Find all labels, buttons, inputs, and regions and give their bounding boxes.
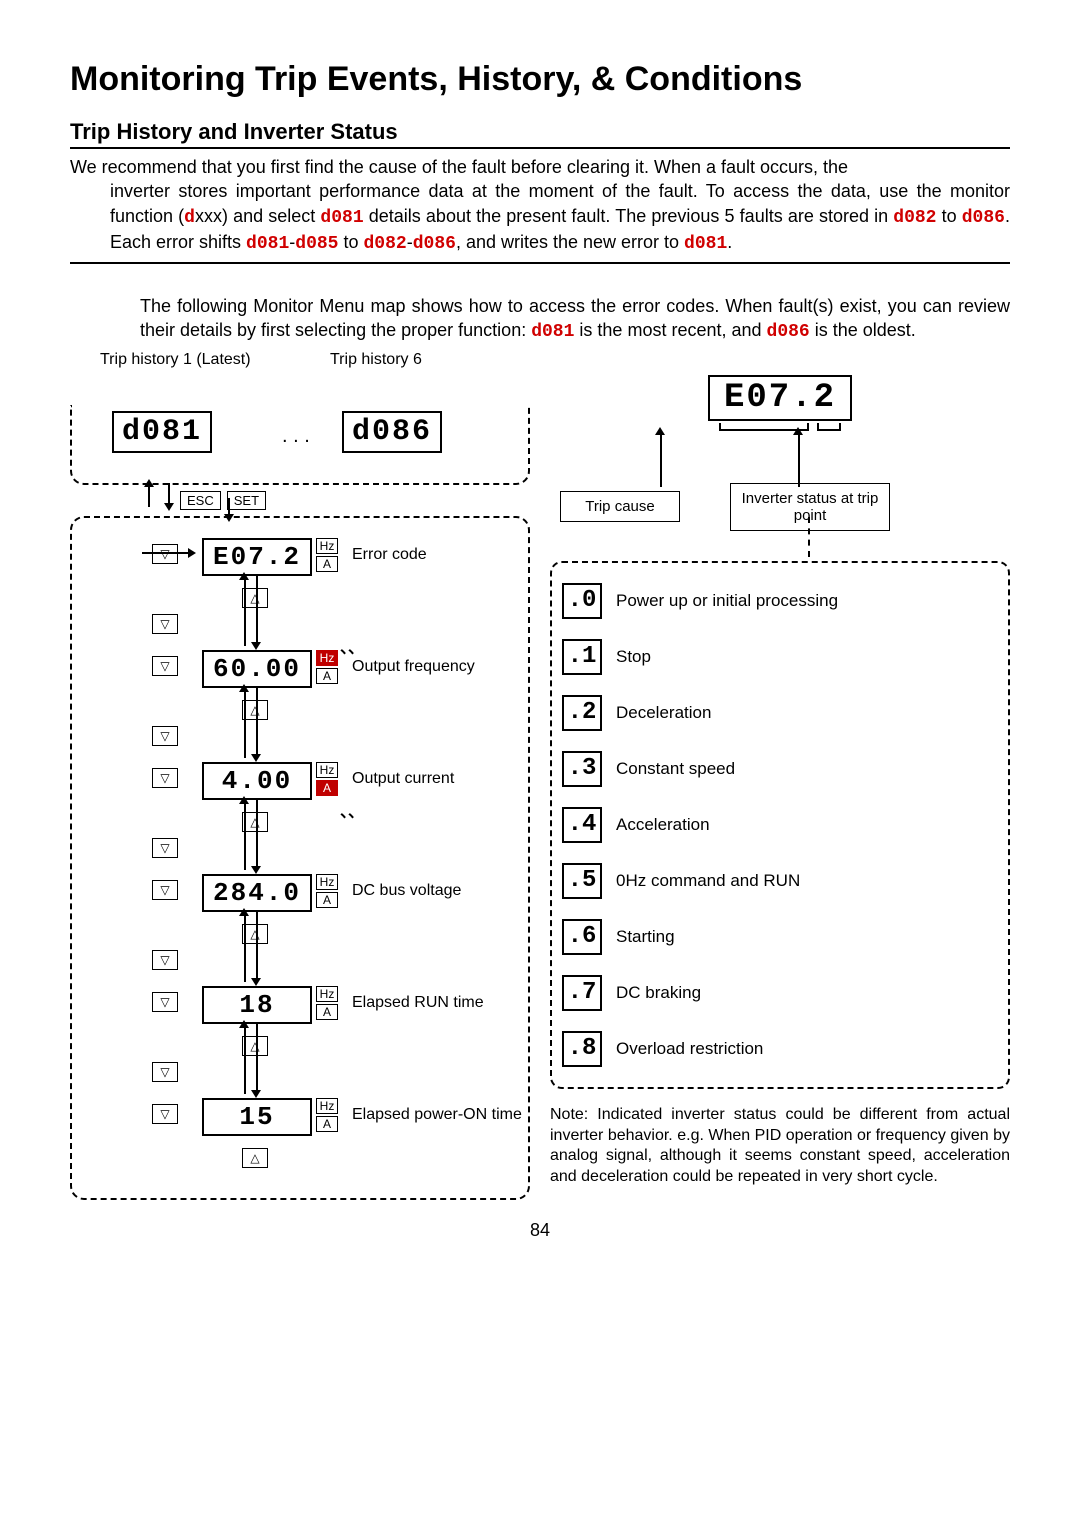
down-nav-icon[interactable] <box>152 1062 178 1082</box>
status-row: .0 Power up or initial processing <box>562 583 998 619</box>
status-row: .1 Stop <box>562 639 998 675</box>
unit-hz: Hz <box>316 538 338 554</box>
status-row: .4 Acceleration <box>562 807 998 843</box>
status-code: .6 <box>562 919 602 955</box>
seg-value: 18 <box>202 986 312 1024</box>
inverter-status-label: Inverter status at trip point <box>730 483 890 531</box>
intro-paragraph-1: We recommend that you first find the cau… <box>70 155 1010 264</box>
status-row: .6 Starting <box>562 919 998 955</box>
seg-d081: d081 <box>112 411 212 453</box>
status-label: 0Hz command and RUN <box>616 871 800 891</box>
status-list: .0 Power up or initial processing .1 Stop .2… <box>550 561 1010 1089</box>
status-label: DC braking <box>616 983 701 1003</box>
unit-a: A <box>316 892 338 908</box>
down-nav-icon[interactable] <box>152 726 178 746</box>
trip-cause-label: Trip cause <box>560 491 680 522</box>
down-nav-icon[interactable] <box>152 950 178 970</box>
down-nav-icon[interactable] <box>152 656 178 676</box>
unit-a: A <box>316 780 338 796</box>
status-label: Power up or initial processing <box>616 591 838 611</box>
status-code: .0 <box>562 583 602 619</box>
hist-label-6: Trip history 6 <box>330 351 422 369</box>
step-label: Output frequency <box>352 658 522 676</box>
down-nav-icon[interactable] <box>152 1104 178 1124</box>
unit-hz: Hz <box>316 650 338 666</box>
hist-label-1: Trip history 1 (Latest) <box>100 351 251 369</box>
intro-paragraph-2: The following Monitor Menu map shows how… <box>140 294 1010 345</box>
down-nav-icon[interactable] <box>152 880 178 900</box>
down-nav-icon[interactable] <box>152 992 178 1012</box>
dots: . . . <box>282 425 310 448</box>
unit-a: A <box>316 668 338 684</box>
page-title: Monitoring Trip Events, History, & Condi… <box>70 60 1010 99</box>
detail-step: 15HzAElapsed power-ON time <box>82 1098 518 1178</box>
seg-value: 15 <box>202 1098 312 1136</box>
unit-a: A <box>316 1004 338 1020</box>
status-label: Constant speed <box>616 759 735 779</box>
status-row: .3 Constant speed <box>562 751 998 787</box>
status-code: .7 <box>562 975 602 1011</box>
down-nav-icon[interactable] <box>152 614 178 634</box>
right-diagram: E07.2 Trip cause Inverter status at trip… <box>550 375 1010 1200</box>
seg-value: 60.00 <box>202 650 312 688</box>
unit-hz: Hz <box>316 1098 338 1114</box>
diagram: Trip history 1 (Latest) Trip history 6 d… <box>70 375 1010 1200</box>
section-heading: Trip History and Inverter Status <box>70 119 1010 149</box>
down-nav-icon[interactable] <box>152 768 178 788</box>
seg-value: E07.2 <box>202 538 312 576</box>
unit-hz: Hz <box>316 762 338 778</box>
seg-value: 284.0 <box>202 874 312 912</box>
detail-step: 60.00HzA、、Output frequency <box>82 650 518 762</box>
down-nav-icon[interactable] <box>152 838 178 858</box>
unit-hz: Hz <box>316 874 338 890</box>
status-label: Stop <box>616 647 651 667</box>
detail-step: E07.2HzAError code <box>82 538 518 650</box>
status-row: .2 Deceleration <box>562 695 998 731</box>
detail-box: E07.2HzAError code60.00HzA、、Output frequ… <box>70 516 530 1200</box>
detail-step: 4.00HzA、、Output current <box>82 762 518 874</box>
unit-hz: Hz <box>316 986 338 1002</box>
step-label: Elapsed RUN time <box>352 994 522 1012</box>
status-code: .4 <box>562 807 602 843</box>
page-number: 84 <box>70 1220 1010 1241</box>
status-code: .3 <box>562 751 602 787</box>
status-code: .5 <box>562 863 602 899</box>
detail-step: 18HzAElapsed RUN time <box>82 986 518 1098</box>
status-code: .8 <box>562 1031 602 1067</box>
status-label: Overload restriction <box>616 1039 763 1059</box>
esc-set-row: ESC SET <box>180 491 530 510</box>
note-text: Note: Indicated inverter status could be… <box>550 1105 1010 1188</box>
step-label: Error code <box>352 546 522 564</box>
status-label: Acceleration <box>616 815 710 835</box>
status-row: .8 Overload restriction <box>562 1031 998 1067</box>
status-code: .2 <box>562 695 602 731</box>
step-label: Elapsed power-ON time <box>352 1106 522 1124</box>
status-label: Starting <box>616 927 675 947</box>
seg-value: 4.00 <box>202 762 312 800</box>
status-row: .5 0Hz command and RUN <box>562 863 998 899</box>
down-nav-icon[interactable] <box>152 544 178 564</box>
status-label: Deceleration <box>616 703 711 723</box>
status-row: .7 DC braking <box>562 975 998 1011</box>
seg-d086: d086 <box>342 411 442 453</box>
status-code: .1 <box>562 639 602 675</box>
esc-button[interactable]: ESC <box>180 491 221 510</box>
unit-a: A <box>316 1116 338 1132</box>
left-diagram: Trip history 1 (Latest) Trip history 6 d… <box>70 375 530 1200</box>
step-label: Output current <box>352 770 522 788</box>
right-seg-e072: E07.2 <box>708 375 852 421</box>
history-row: d081 . . . d086 <box>70 405 530 485</box>
up-nav-icon[interactable] <box>242 1148 268 1168</box>
set-button[interactable]: SET <box>227 491 266 510</box>
detail-step: 284.0HzADC bus voltage <box>82 874 518 986</box>
unit-a: A <box>316 556 338 572</box>
step-label: DC bus voltage <box>352 882 522 900</box>
